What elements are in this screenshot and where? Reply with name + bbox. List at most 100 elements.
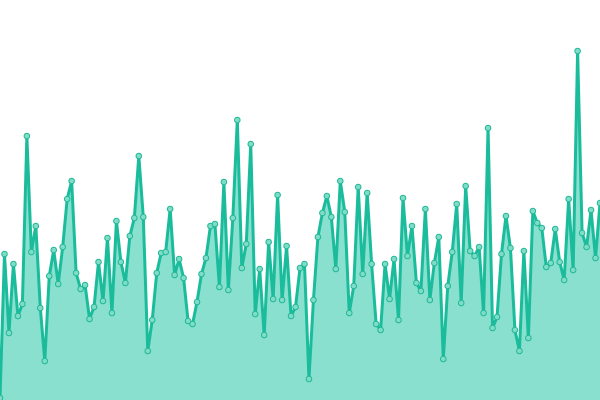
data-point [489,324,496,332]
data-point [341,208,349,216]
data-point [345,309,353,317]
data-point [520,247,528,255]
data-point [131,214,138,222]
data-point [444,282,452,290]
data-point [592,254,599,262]
data-point [36,304,44,312]
data-point [135,152,143,160]
data-point [493,313,501,321]
data-point [516,347,523,355]
data-point [166,205,174,213]
data-point [63,195,71,203]
data-point [99,297,107,305]
data-point [359,270,366,278]
data-point [363,189,371,197]
data-point [560,276,568,284]
data-point [381,260,389,268]
data-point [104,234,111,242]
data-point [296,264,304,272]
data-point [59,243,66,251]
data-point [542,263,550,271]
data-point [247,140,255,148]
data-point [139,213,147,221]
data-point [32,222,40,230]
data-point [171,271,178,279]
data-points [0,47,600,400]
data-point [578,229,586,237]
data-point [193,298,201,306]
data-point [332,265,340,273]
data-point [435,233,443,241]
data-point [475,243,483,251]
data-point [596,199,600,207]
data-point [538,224,546,232]
data-point [457,299,465,307]
data-point [525,334,532,342]
data-point [377,326,384,334]
data-point [122,279,129,287]
data-point [583,243,590,251]
data-point [184,317,192,325]
data-point [511,326,519,334]
data-point [408,222,416,230]
data-point [23,132,31,140]
data-point [144,347,152,355]
data-point [534,219,541,227]
data-point [354,183,362,191]
data-point [587,206,595,214]
data-point [72,269,80,277]
data-point [242,240,250,248]
data-point [229,214,237,222]
data-point [417,287,425,295]
data-point [310,296,317,304]
data-point [108,309,116,317]
data-point [189,320,196,328]
data-point [117,258,125,266]
area-fill [0,51,600,400]
data-point [372,320,380,328]
data-point [426,296,434,304]
data-point [480,309,487,317]
data-point [113,217,120,225]
data-point [283,242,290,250]
data-point [453,200,461,208]
data-point [431,259,438,267]
data-point [301,260,308,268]
data-point [14,312,22,320]
data-point [292,303,299,311]
data-point [319,209,326,217]
data-point [10,260,17,268]
data-point [77,285,84,293]
data-point [234,116,241,124]
data-point [45,272,53,280]
data-point [462,182,469,190]
data-point [198,270,205,278]
data-point [175,255,183,263]
data-point [1,250,8,258]
data-point [569,266,577,274]
data-point [422,205,429,213]
data-point [386,295,393,303]
data-point [368,260,375,268]
data-point [126,232,134,240]
data-point [50,246,58,254]
data-point [260,331,268,339]
data-point [265,238,272,246]
data-point [336,177,344,185]
data-point [256,265,264,273]
data-point [507,244,514,252]
data-point [314,233,322,241]
data-point [90,303,98,311]
data-point [5,329,13,337]
data-point [547,259,555,267]
data-point [287,312,295,320]
data-point [81,281,89,289]
data-point [153,269,161,277]
data-point [202,254,210,262]
data-point [350,282,358,290]
data-point [574,47,581,55]
data-point [162,248,169,256]
data-point [556,258,564,266]
data-point [220,178,228,186]
data-point [148,316,156,324]
